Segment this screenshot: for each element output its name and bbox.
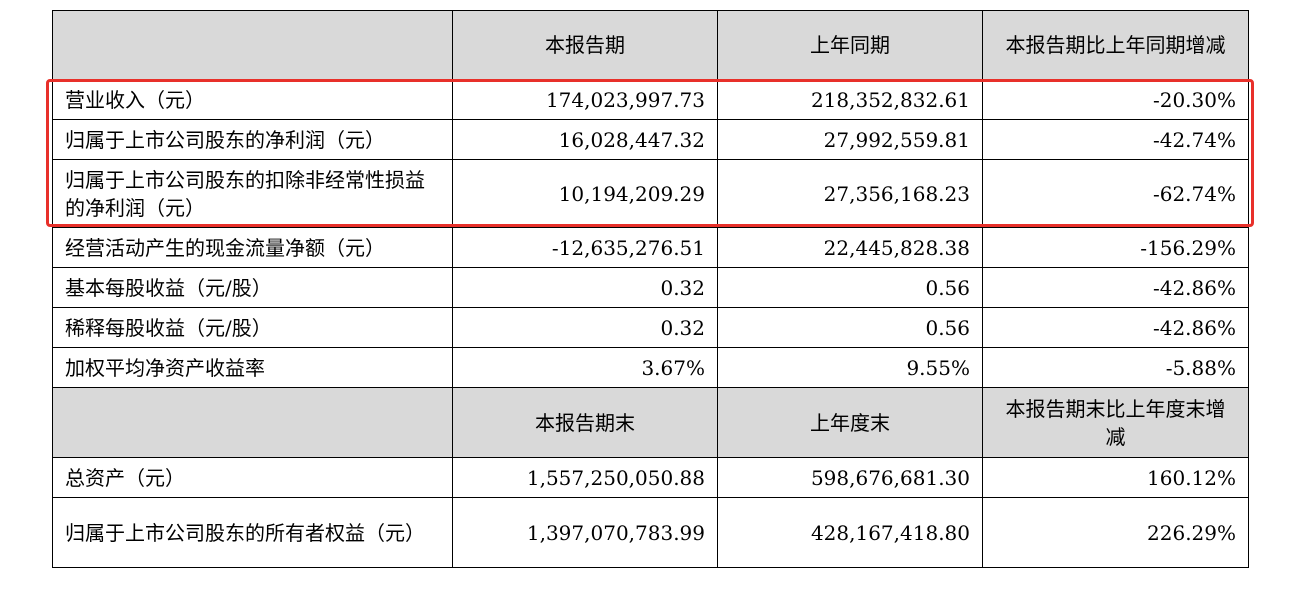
row-current-value: 1,557,250,050.88 — [452, 457, 718, 498]
table-row: 归属于上市公司股东的净利润（元） 16,028,447.32 27,992,55… — [52, 119, 1249, 160]
row-change-value: 226.29% — [982, 497, 1249, 568]
table-row: 营业收入（元） 174,023,997.73 218,352,832.61 -2… — [52, 79, 1249, 120]
table-subheader-row: 本报告期末 上年度末 本报告期末比上年度末增减 — [52, 387, 1249, 458]
row-label: 经营活动产生的现金流量净额（元） — [52, 227, 453, 268]
header-current-period: 本报告期 — [452, 10, 718, 80]
row-label: 营业收入（元） — [52, 79, 453, 120]
row-change-value: -20.30% — [982, 79, 1249, 120]
row-change-value: -156.29% — [982, 227, 1249, 268]
table-header-row: 本报告期 上年同期 本报告期比上年同期增减 — [52, 10, 1249, 80]
row-prior-value: 27,356,168.23 — [717, 159, 983, 228]
row-current-value: 0.32 — [452, 307, 718, 348]
header-change: 本报告期比上年同期增减 — [982, 10, 1249, 80]
row-label: 归属于上市公司股东的净利润（元） — [52, 119, 453, 160]
row-change-value: -42.86% — [982, 307, 1249, 348]
row-label: 归属于上市公司股东的扣除非经常性损益的净利润（元） — [52, 159, 453, 228]
row-current-value: 16,028,447.32 — [452, 119, 718, 160]
header-blank-cell — [52, 10, 453, 80]
table-row: 归属于上市公司股东的扣除非经常性损益的净利润（元） 10,194,209.29 … — [52, 159, 1249, 228]
row-change-value: -5.88% — [982, 347, 1249, 388]
table-row: 基本每股收益（元/股） 0.32 0.56 -42.86% — [52, 267, 1249, 308]
row-current-value: -12,635,276.51 — [452, 227, 718, 268]
table-row: 总资产（元） 1,557,250,050.88 598,676,681.30 1… — [52, 457, 1249, 498]
row-label: 基本每股收益（元/股） — [52, 267, 453, 308]
row-change-value: -42.74% — [982, 119, 1249, 160]
table-row: 稀释每股收益（元/股） 0.32 0.56 -42.86% — [52, 307, 1249, 348]
table-row: 经营活动产生的现金流量净额（元） -12,635,276.51 22,445,8… — [52, 227, 1249, 268]
row-prior-value: 598,676,681.30 — [717, 457, 983, 498]
row-label: 加权平均净资产收益率 — [52, 347, 453, 388]
row-current-value: 10,194,209.29 — [452, 159, 718, 228]
subheader-change: 本报告期末比上年度末增减 — [982, 387, 1249, 458]
subheader-blank-cell — [52, 387, 453, 458]
table-row: 加权平均净资产收益率 3.67% 9.55% -5.88% — [52, 347, 1249, 388]
row-prior-value: 9.55% — [717, 347, 983, 388]
row-current-value: 1,397,070,783.99 — [452, 497, 718, 568]
row-prior-value: 27,992,559.81 — [717, 119, 983, 160]
row-current-value: 174,023,997.73 — [452, 79, 718, 120]
row-prior-value: 218,352,832.61 — [717, 79, 983, 120]
row-label: 稀释每股收益（元/股） — [52, 307, 453, 348]
subheader-period-end: 本报告期末 — [452, 387, 718, 458]
table-row: 归属于上市公司股东的所有者权益（元） 1,397,070,783.99 428,… — [52, 497, 1249, 568]
row-prior-value: 428,167,418.80 — [717, 497, 983, 568]
row-current-value: 0.32 — [452, 267, 718, 308]
row-label: 总资产（元） — [52, 457, 453, 498]
subheader-prior-year-end: 上年度末 — [717, 387, 983, 458]
row-prior-value: 0.56 — [717, 267, 983, 308]
row-label: 归属于上市公司股东的所有者权益（元） — [52, 497, 453, 568]
row-current-value: 3.67% — [452, 347, 718, 388]
row-change-value: 160.12% — [982, 457, 1249, 498]
financial-summary-table: 本报告期 上年同期 本报告期比上年同期增减 营业收入（元） 174,023,99… — [52, 10, 1249, 568]
header-prior-period: 上年同期 — [717, 10, 983, 80]
row-change-value: -42.86% — [982, 267, 1249, 308]
row-prior-value: 0.56 — [717, 307, 983, 348]
row-change-value: -62.74% — [982, 159, 1249, 228]
row-prior-value: 22,445,828.38 — [717, 227, 983, 268]
